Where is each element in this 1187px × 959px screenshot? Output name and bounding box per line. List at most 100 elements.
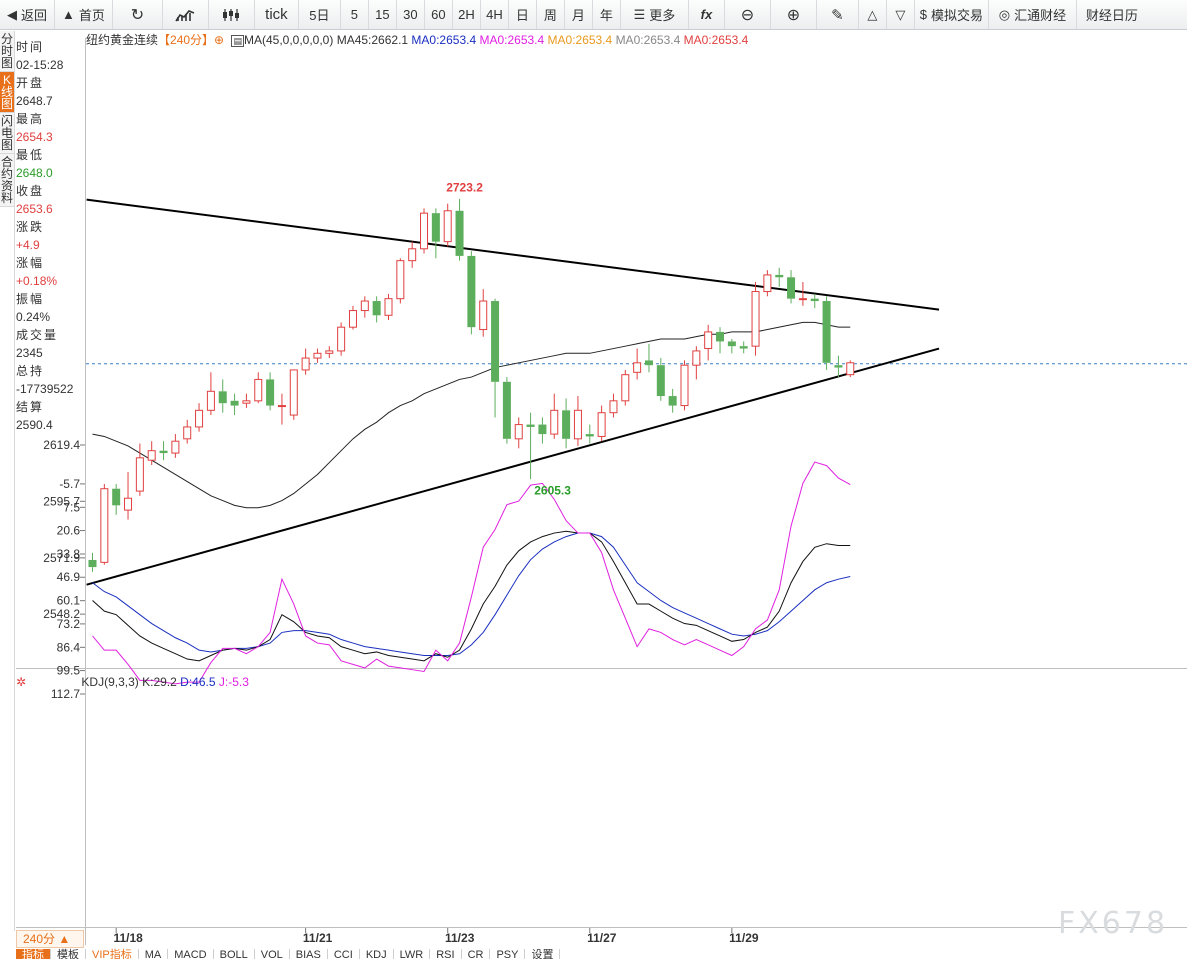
candle-body bbox=[147, 450, 156, 461]
period-60min[interactable]: 60 bbox=[425, 0, 453, 29]
refresh-button[interactable]: ↻ bbox=[113, 0, 163, 29]
period-selector[interactable]: 240分 ▲ bbox=[16, 930, 84, 948]
tab-ma[interactable]: MA bbox=[139, 949, 169, 959]
candle bbox=[443, 203, 452, 247]
candle-body bbox=[573, 409, 582, 440]
info-value: 02-15:28 bbox=[16, 58, 64, 72]
info-label: 时间 bbox=[16, 40, 45, 54]
chart-canvas[interactable]: 2619.4 2595.7 2571.9 2548.2 112.7 99.5 86.4 73.… bbox=[0, 30, 1187, 949]
draw-down-button[interactable]: ▽ bbox=[887, 0, 915, 29]
candle bbox=[656, 358, 665, 401]
period-year[interactable]: 年 bbox=[593, 0, 621, 29]
tab-lwr[interactable]: LWR bbox=[394, 949, 431, 959]
period-week[interactable]: 周 bbox=[537, 0, 565, 29]
dollar-icon: $ bbox=[919, 7, 928, 22]
tab-vol[interactable]: VOL bbox=[255, 949, 290, 959]
period-5day[interactable]: 5日 bbox=[299, 0, 341, 29]
ma-settings-icon[interactable]: ▤ bbox=[231, 35, 244, 47]
candle-body bbox=[834, 365, 843, 368]
tab-vip[interactable]: VIP指标 bbox=[86, 949, 139, 959]
side-tab-3[interactable]: 合约资料 bbox=[0, 154, 14, 207]
candle-body bbox=[348, 310, 357, 328]
info-label: 成交量 bbox=[16, 328, 59, 342]
candle bbox=[467, 251, 476, 335]
tab-settings[interactable]: 设置 bbox=[525, 949, 561, 959]
tab-template[interactable]: 模板 bbox=[51, 949, 86, 959]
candle-body bbox=[751, 291, 760, 347]
draw-line-button[interactable]: ✎ bbox=[817, 0, 859, 29]
kline-button[interactable] bbox=[163, 0, 209, 29]
period-2h[interactable]: 2H bbox=[453, 0, 481, 29]
info-label: 最低 bbox=[16, 148, 45, 162]
period-month[interactable]: 月 bbox=[565, 0, 593, 29]
candle-body bbox=[455, 210, 464, 256]
zoom-in-button[interactable]: ⊕ bbox=[771, 0, 817, 29]
ma-value: MA45:2662.1 bbox=[336, 33, 412, 47]
candle-body bbox=[716, 331, 725, 342]
candle bbox=[798, 282, 807, 306]
candle-body bbox=[206, 390, 215, 411]
candle bbox=[585, 424, 594, 444]
date-tick-label: 11/18 bbox=[113, 931, 143, 945]
info-value: 0.24% bbox=[16, 310, 51, 324]
candle bbox=[538, 417, 547, 444]
tab-indicators[interactable]: 指标 bbox=[16, 949, 51, 959]
candle-body bbox=[396, 260, 405, 300]
tab-kdj[interactable]: KDJ bbox=[360, 949, 394, 959]
candle bbox=[325, 346, 334, 359]
ma-value: MA0:2653.4 bbox=[683, 33, 749, 47]
info-label: 总持 bbox=[16, 364, 45, 378]
ma-values: MA45:2662.1 MA0:2653.4 MA0:2653.4 MA0:26… bbox=[337, 33, 749, 47]
draw-up-button[interactable]: △ bbox=[859, 0, 887, 29]
price-tick-label: 2548.2 bbox=[43, 607, 80, 621]
candle-body bbox=[846, 362, 855, 376]
candle bbox=[787, 270, 796, 304]
candle-body bbox=[787, 277, 796, 299]
kdj-tick-label: 73.2 bbox=[57, 617, 81, 631]
side-tab-0[interactable]: 分时图 bbox=[0, 31, 14, 72]
candle bbox=[822, 296, 831, 370]
back-button[interactable]: ◀ 返回 bbox=[0, 0, 56, 29]
home-button[interactable]: ▲ 首页 bbox=[55, 0, 113, 29]
home-icon: ▲ bbox=[62, 7, 75, 22]
side-tab-2[interactable]: 闪电图 bbox=[0, 113, 14, 154]
tab-psy[interactable]: PSY bbox=[490, 949, 526, 959]
chart-axes: 2619.4 2595.7 2571.9 2548.2 112.7 99.5 86.4 73.… bbox=[16, 38, 1187, 945]
info-value: 2654.3 bbox=[16, 130, 53, 144]
kdj-tick-label: 7.5 bbox=[63, 500, 80, 514]
tab-cr[interactable]: CR bbox=[462, 949, 491, 959]
tab-cci[interactable]: CCI bbox=[328, 949, 360, 959]
more-button[interactable]: ☰ 更多 bbox=[621, 0, 689, 29]
period-15min[interactable]: 15 bbox=[369, 0, 397, 29]
instrument-title: 纽约黄金连续 bbox=[86, 33, 159, 47]
tab-rsi[interactable]: RSI bbox=[430, 949, 462, 959]
huitong-button[interactable]: ◎ 汇通财经 bbox=[989, 0, 1077, 29]
candle bbox=[301, 348, 310, 375]
period-5min[interactable]: 5 bbox=[341, 0, 369, 29]
period-30min[interactable]: 30 bbox=[397, 0, 425, 29]
calendar-button[interactable]: 财经日历 bbox=[1085, 8, 1138, 23]
candle-button[interactable] bbox=[209, 0, 255, 29]
kdj-settings-icon[interactable]: ✲ bbox=[16, 675, 27, 689]
candle bbox=[479, 289, 488, 337]
tick-button[interactable]: tick bbox=[255, 0, 299, 29]
candle-body bbox=[491, 301, 500, 382]
formula-button[interactable]: fx bbox=[689, 0, 725, 29]
gear-icon[interactable]: ⊕ bbox=[214, 33, 225, 47]
tab-macd[interactable]: MACD bbox=[168, 949, 214, 959]
candle-body bbox=[230, 400, 239, 406]
tab-bias[interactable]: BIAS bbox=[290, 949, 328, 959]
kdj-k-value: K:29.2 bbox=[142, 675, 177, 689]
info-value: +4.9 bbox=[16, 238, 40, 252]
kdj-tick-label: 46.9 bbox=[57, 570, 81, 584]
candle bbox=[384, 293, 393, 321]
period-4h[interactable]: 4H bbox=[481, 0, 509, 29]
candle-body bbox=[183, 426, 192, 440]
period-day[interactable]: 日 bbox=[509, 0, 537, 29]
candle-body bbox=[644, 360, 653, 366]
candle-body bbox=[479, 300, 488, 331]
zoom-out-button[interactable]: ⊖ bbox=[725, 0, 771, 29]
tab-boll[interactable]: BOLL bbox=[214, 949, 255, 959]
sim-trade-button[interactable]: $ 模拟交易 bbox=[915, 0, 989, 29]
